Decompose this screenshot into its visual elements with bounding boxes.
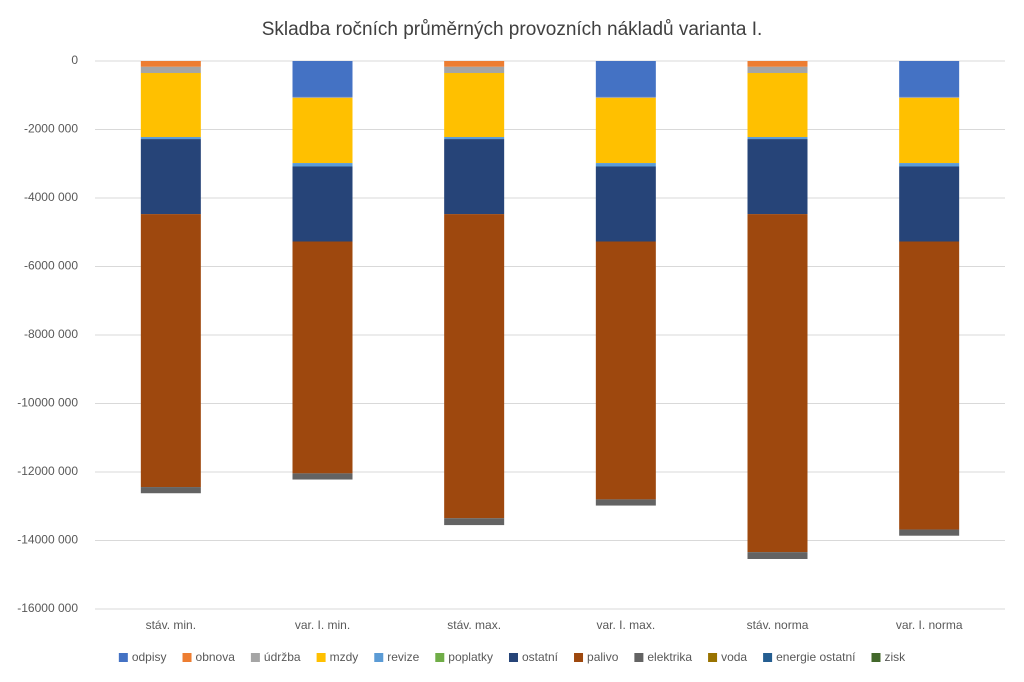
legend-label: voda — [721, 650, 747, 664]
bar-segment — [747, 72, 808, 138]
bar-segment — [595, 96, 656, 98]
bar-segment — [899, 96, 960, 98]
bar-segment — [444, 66, 505, 73]
legend-label: mzdy — [330, 650, 359, 664]
legend-swatch — [374, 653, 384, 662]
bar-segment — [292, 163, 353, 167]
legend-swatch — [763, 653, 773, 662]
bar-segment — [444, 61, 505, 67]
legend-label: údržba — [264, 650, 301, 664]
x-tick-label: stáv. min. — [146, 618, 196, 632]
bar-segment — [747, 552, 808, 559]
legend-swatch — [182, 653, 192, 662]
x-tick-label: var. I. min. — [295, 618, 350, 632]
legend-label: palivo — [587, 650, 619, 664]
x-tick-label: stáv. max. — [447, 618, 501, 632]
bar-segment — [747, 66, 808, 73]
bar-segment — [292, 97, 353, 164]
y-tick-label: -6000 000 — [24, 259, 78, 273]
bar-segment — [292, 241, 353, 474]
legend-swatch — [316, 653, 326, 662]
bar-segment — [292, 166, 353, 242]
bar-segment — [899, 166, 960, 242]
bar-segment — [899, 97, 960, 164]
bar-segment — [140, 61, 201, 67]
bar-segment — [140, 137, 201, 140]
bar-segment — [444, 139, 505, 215]
legend-swatch — [435, 653, 445, 662]
legend-label: obnova — [196, 650, 236, 664]
y-tick-label: -14000 000 — [17, 533, 78, 547]
bar-segment — [292, 61, 353, 97]
legend-label: odpisy — [132, 650, 167, 664]
legend-label: revize — [387, 650, 419, 664]
y-tick-label: -8000 000 — [24, 327, 78, 341]
bar-segment — [140, 139, 201, 215]
y-tick-label: 0 — [71, 53, 78, 67]
chart-title: Skladba ročních průměrných provozních ná… — [262, 19, 763, 40]
legend-label: zisk — [884, 650, 906, 664]
bar-segment — [899, 61, 960, 97]
bar-segment — [140, 214, 201, 488]
bar-segment — [292, 96, 353, 98]
x-tick-label: var. I. max. — [596, 618, 655, 632]
bar-segment — [899, 529, 960, 536]
legend-label: elektrika — [647, 650, 692, 664]
bar-segment — [444, 518, 505, 526]
legend-swatch — [118, 653, 128, 662]
bar-segment — [747, 139, 808, 215]
bar-segment — [595, 241, 656, 500]
x-tick-label: stáv. norma — [747, 618, 809, 632]
x-tick-label: var. I. norma — [896, 618, 963, 632]
y-tick-label: -2000 000 — [24, 122, 78, 136]
bar-segment — [595, 61, 656, 97]
legend-swatch — [871, 653, 881, 662]
y-tick-label: -12000 000 — [17, 464, 78, 478]
bar-segment — [140, 72, 201, 138]
legend-swatch — [634, 653, 644, 662]
bar-segment — [899, 241, 960, 530]
bar-segment — [444, 72, 505, 138]
bar-segment — [292, 473, 353, 480]
y-tick-label: -16000 000 — [17, 601, 78, 615]
bar-segment — [747, 214, 808, 553]
bar-segment — [595, 166, 656, 242]
bar-segment — [595, 97, 656, 164]
legend-label: ostatní — [522, 650, 559, 664]
bar-segment — [747, 137, 808, 140]
legend-swatch — [574, 653, 584, 662]
legend-swatch — [508, 653, 518, 662]
bar-segment — [747, 61, 808, 67]
bar-segment — [595, 163, 656, 167]
y-tick-label: -4000 000 — [24, 190, 78, 204]
bar-segment — [444, 214, 505, 519]
bar-segment — [899, 163, 960, 167]
y-tick-label: -10000 000 — [17, 396, 78, 410]
legend-swatch — [708, 653, 718, 662]
legend-swatch — [250, 653, 260, 662]
bar-segment — [595, 499, 656, 506]
legend-label: energie ostatní — [776, 650, 856, 664]
bar-segment — [140, 487, 201, 494]
bar-segment — [140, 66, 201, 73]
legend-label: poplatky — [448, 650, 493, 664]
bar-segment — [444, 137, 505, 140]
